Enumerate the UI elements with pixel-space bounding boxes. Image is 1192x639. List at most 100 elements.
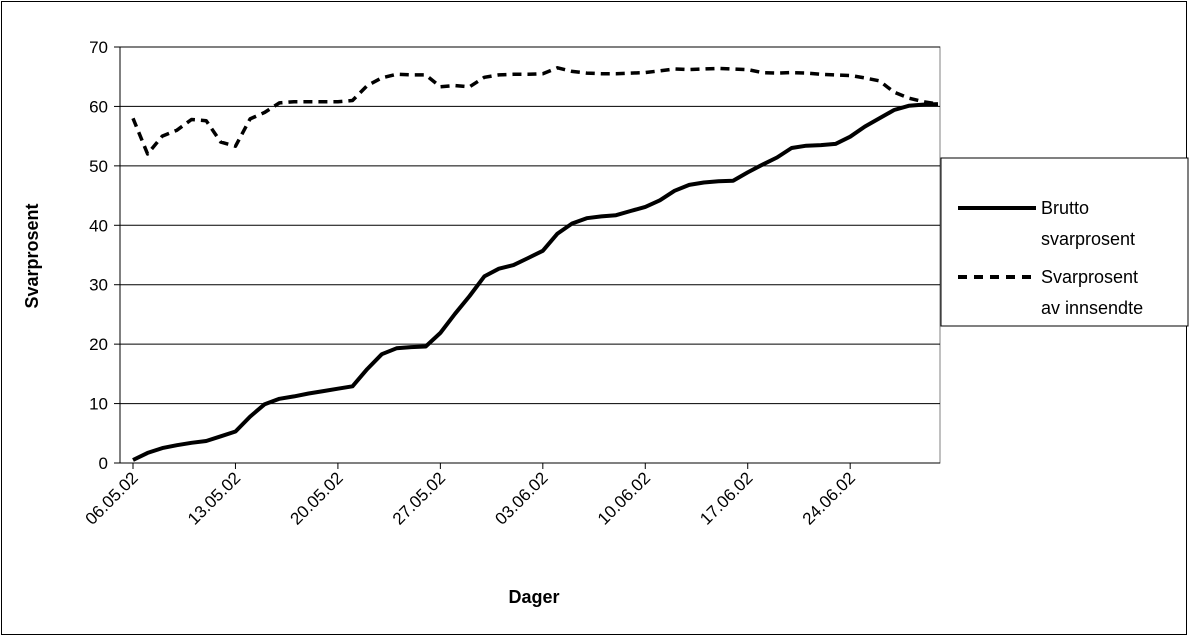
- data-point-brutto: [629, 210, 632, 213]
- data-point-brutto: [556, 232, 559, 235]
- x-tick-label: 10.06.02: [594, 468, 654, 528]
- x-tick-label: 13.05.02: [184, 468, 244, 528]
- data-point-innsendte: [805, 72, 808, 75]
- data-point-innsendte: [468, 85, 471, 88]
- x-tick-label: 24.06.02: [799, 468, 859, 528]
- data-point-brutto: [249, 415, 252, 418]
- data-point-innsendte: [322, 100, 325, 103]
- data-point-innsendte: [205, 119, 208, 122]
- data-point-brutto: [644, 205, 647, 208]
- data-point-innsendte: [512, 73, 515, 76]
- y-tick-label: 30: [89, 276, 108, 295]
- x-tick-label: 27.05.02: [389, 468, 449, 528]
- data-point-brutto: [541, 249, 544, 252]
- data-point-brutto: [805, 144, 808, 147]
- data-point-innsendte: [146, 153, 149, 156]
- data-point-brutto: [790, 147, 793, 150]
- data-point-brutto: [819, 144, 822, 147]
- data-point-brutto: [571, 222, 574, 225]
- data-point-brutto: [146, 451, 149, 454]
- data-point-innsendte: [527, 73, 530, 76]
- data-point-brutto: [688, 183, 691, 186]
- data-point-brutto: [219, 435, 222, 438]
- data-point-innsendte: [219, 141, 222, 144]
- x-axis-title: Dager: [508, 587, 559, 607]
- legend-label-brutto-line2: svarprosent: [1041, 229, 1135, 249]
- data-point-innsendte: [541, 72, 544, 75]
- data-point-brutto: [190, 441, 193, 444]
- gridlines: [120, 46, 940, 405]
- x-tick-label: 03.06.02: [491, 468, 551, 528]
- data-point-innsendte: [600, 72, 603, 75]
- data-point-brutto: [893, 109, 896, 112]
- data-point-innsendte: [497, 73, 500, 76]
- data-point-innsendte: [234, 145, 237, 148]
- data-point-innsendte: [937, 103, 940, 106]
- data-point-innsendte: [263, 111, 266, 114]
- series-line-brutto: [132, 102, 939, 462]
- data-point-innsendte: [161, 135, 164, 138]
- data-point-innsendte: [658, 69, 661, 72]
- data-point-brutto: [454, 312, 457, 315]
- y-tick-label: 40: [89, 216, 108, 235]
- y-tick-label: 70: [89, 38, 108, 57]
- data-point-brutto: [732, 179, 735, 182]
- legend-label-innsendte-line2: av innsendte: [1041, 298, 1143, 318]
- data-point-brutto: [849, 135, 852, 138]
- data-point-innsendte: [761, 71, 764, 74]
- data-point-innsendte: [629, 72, 632, 75]
- data-point-innsendte: [278, 101, 281, 104]
- data-point-brutto: [717, 180, 720, 183]
- data-point-brutto: [234, 430, 237, 433]
- legend-label-brutto-line1: Brutto: [1041, 198, 1089, 218]
- data-point-innsendte: [351, 99, 354, 102]
- legend: Brutto svarprosent Svarprosent av innsen…: [940, 157, 1189, 327]
- data-point-innsendte: [336, 100, 339, 103]
- data-point-innsendte: [776, 72, 779, 75]
- data-point-brutto: [615, 214, 618, 217]
- data-point-innsendte: [585, 72, 588, 75]
- data-point-brutto: [263, 403, 266, 406]
- y-tick-label: 20: [89, 335, 108, 354]
- data-point-innsendte: [571, 70, 574, 73]
- data-point-innsendte: [424, 73, 427, 76]
- data-point-innsendte: [439, 85, 442, 88]
- data-point-brutto: [527, 257, 530, 260]
- data-point-innsendte: [893, 91, 896, 94]
- data-point-brutto: [161, 447, 164, 450]
- data-point-innsendte: [483, 76, 486, 79]
- x-tick-label: 20.05.02: [287, 468, 347, 528]
- data-point-brutto: [497, 267, 500, 270]
- y-tick-label: 50: [89, 157, 108, 176]
- data-point-brutto: [746, 171, 749, 174]
- data-point-innsendte: [673, 68, 676, 71]
- x-axis: 06.05.02 13.05.02 20.05.02 27.05.02 03.06.02…: [82, 462, 940, 529]
- data-point-brutto: [585, 217, 588, 220]
- data-point-brutto: [278, 397, 281, 400]
- y-tick-label: 0: [99, 454, 108, 473]
- y-axis-title: Svarprosent: [22, 203, 42, 308]
- data-point-brutto: [863, 125, 866, 128]
- data-point-brutto: [132, 459, 135, 462]
- data-point-brutto: [776, 156, 779, 159]
- y-tick-label: 60: [89, 97, 108, 116]
- data-point-innsendte: [410, 73, 413, 76]
- data-point-innsendte: [702, 68, 705, 71]
- data-point-innsendte: [922, 100, 925, 103]
- data-point-brutto: [424, 345, 427, 348]
- data-point-brutto: [395, 347, 398, 350]
- data-point-brutto: [380, 353, 383, 356]
- data-point-brutto: [307, 392, 310, 395]
- data-point-innsendte: [132, 117, 135, 120]
- data-point-brutto: [366, 368, 369, 371]
- data-point-brutto: [351, 385, 354, 388]
- series-line-innsendte: [131, 66, 939, 156]
- data-point-brutto: [293, 395, 296, 398]
- data-point-innsendte: [293, 100, 296, 103]
- data-point-innsendte: [380, 76, 383, 79]
- data-point-innsendte: [307, 100, 310, 103]
- data-point-brutto: [205, 440, 208, 443]
- data-point-innsendte: [863, 76, 866, 79]
- data-point-innsendte: [746, 68, 749, 71]
